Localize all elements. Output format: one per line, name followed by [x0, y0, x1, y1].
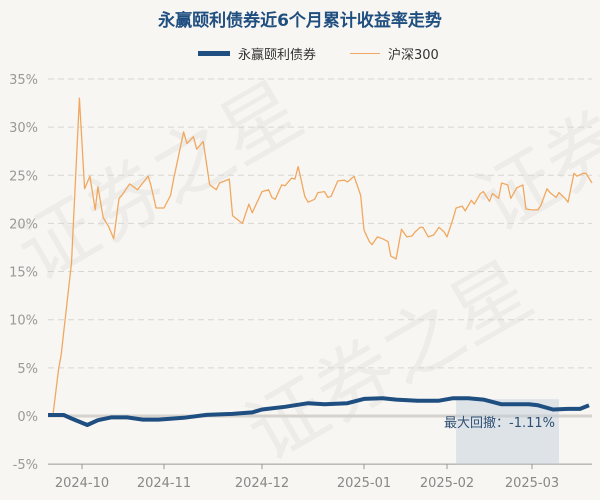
- x-tick-label: 2025-03: [505, 476, 559, 491]
- x-tick-label: 2024-12: [235, 476, 289, 491]
- y-tick-label: 35%: [9, 73, 38, 88]
- x-tick-label: 2024-10: [55, 476, 109, 491]
- chart-title: 永赢颐利债券近6个月累计收益率走势: [158, 11, 442, 31]
- max-drawdown-label: 最大回撤：-1.11%: [444, 415, 555, 431]
- y-tick-label: 30%: [9, 121, 38, 136]
- y-tick-label: -5%: [13, 458, 38, 473]
- y-tick-label: 25%: [9, 169, 38, 184]
- legend-swatch-index: [350, 52, 380, 55]
- legend-item-fund[interactable]: 永赢颐利债券: [198, 44, 316, 63]
- y-tick-label: 5%: [17, 362, 38, 377]
- x-tick-label: 2024-11: [137, 476, 191, 491]
- legend-swatch-fund: [198, 51, 230, 56]
- max-drawdown-region: [456, 399, 559, 465]
- y-tick-label: 20%: [9, 217, 38, 232]
- x-tick-label: 2025-01: [337, 476, 391, 491]
- legend-label-index: 沪深300: [388, 48, 439, 63]
- y-tick-label: 10%: [9, 314, 38, 329]
- legend-label-fund: 永赢颐利债券: [238, 48, 317, 63]
- series-line-index: [47, 97, 593, 417]
- x-tick-label: 2025-02: [420, 476, 474, 491]
- legend-item-index[interactable]: 沪深300: [350, 44, 439, 63]
- y-tick-label: 0%: [17, 410, 38, 425]
- series-line-fund: [48, 396, 590, 427]
- y-tick-label: 15%: [9, 266, 38, 281]
